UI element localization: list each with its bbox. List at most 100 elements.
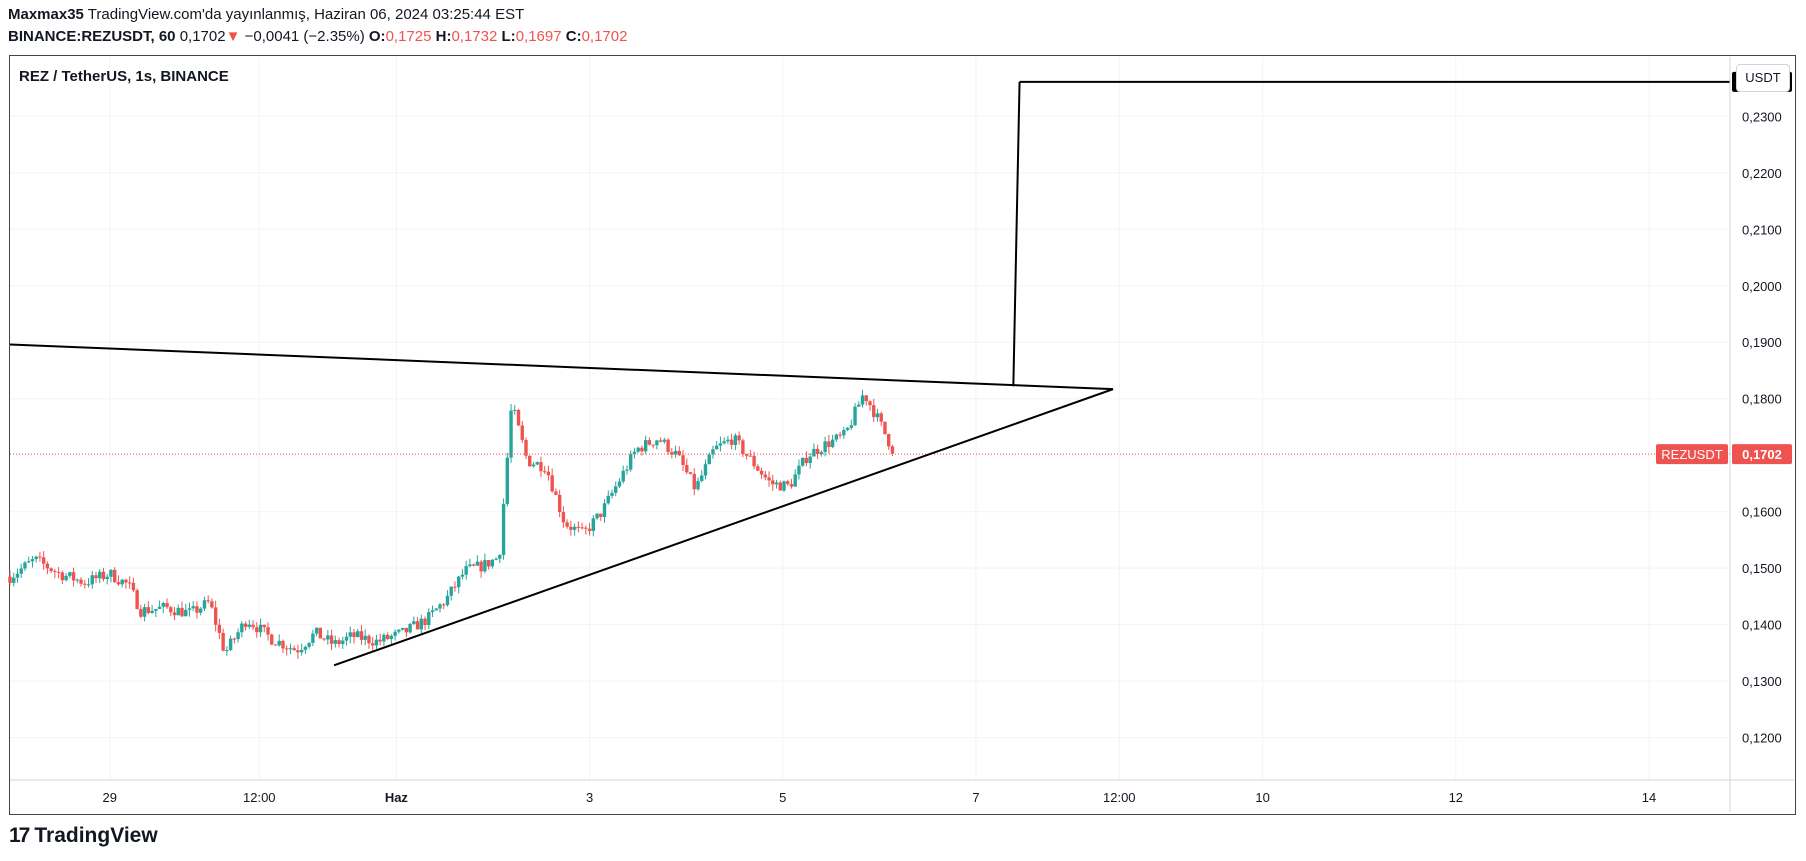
candle-body bbox=[808, 456, 812, 464]
candle-body bbox=[150, 610, 154, 613]
candle-body bbox=[382, 634, 386, 642]
tradingview-logo-icon: 17 bbox=[9, 824, 30, 847]
candle-body bbox=[184, 609, 188, 617]
candle-body bbox=[524, 439, 528, 456]
candle-body bbox=[501, 503, 506, 555]
candle-body bbox=[561, 512, 566, 523]
candle-body bbox=[385, 634, 390, 640]
candle-body bbox=[363, 635, 367, 640]
candle-body bbox=[535, 462, 539, 465]
candle-body bbox=[827, 441, 831, 448]
candle-body bbox=[445, 595, 450, 605]
time-tick-label: Haz bbox=[385, 790, 409, 805]
price-tick-label: 0,1400 bbox=[1742, 618, 1782, 633]
symbol-price-badge bbox=[1656, 444, 1728, 465]
candle-body bbox=[546, 471, 551, 476]
candle-body bbox=[232, 638, 237, 640]
trend-line-resistance bbox=[9, 343, 1114, 391]
candle-body bbox=[277, 640, 281, 646]
price-tick-label: 0,1200 bbox=[1742, 731, 1782, 746]
time-tick-label: 12:00 bbox=[1103, 790, 1136, 805]
candle-body bbox=[595, 513, 599, 519]
candle-body bbox=[251, 624, 255, 628]
author-name[interactable]: Maxmax35 bbox=[8, 6, 84, 23]
candle-body bbox=[101, 571, 106, 580]
open-label: O: bbox=[368, 28, 386, 45]
close-label: C: bbox=[565, 28, 582, 45]
candle-body bbox=[288, 648, 293, 650]
candle-body bbox=[60, 572, 65, 581]
high-value: 0,1732 bbox=[451, 28, 498, 45]
candle-body bbox=[628, 454, 633, 470]
candle-body bbox=[789, 484, 794, 487]
candle-body bbox=[240, 623, 244, 633]
candle-body bbox=[337, 640, 341, 645]
candle-body bbox=[243, 623, 248, 627]
candle-body bbox=[161, 603, 166, 607]
candle-body bbox=[505, 457, 510, 504]
candle-body bbox=[774, 482, 779, 485]
candle-body bbox=[105, 576, 109, 580]
candle-body bbox=[131, 582, 136, 591]
candle-body bbox=[124, 579, 128, 583]
time-tick-label: 10 bbox=[1255, 790, 1269, 805]
candle-body bbox=[389, 635, 394, 640]
currency-button[interactable]: USDT bbox=[1736, 64, 1790, 92]
candle-body bbox=[542, 471, 547, 473]
candle-body bbox=[651, 444, 655, 446]
candle-body bbox=[94, 575, 98, 579]
candle-body bbox=[845, 427, 850, 430]
candle-body bbox=[599, 513, 603, 517]
candle-body bbox=[127, 582, 132, 584]
candle-body bbox=[202, 600, 207, 609]
candle-body bbox=[591, 518, 596, 531]
candle-body bbox=[842, 429, 846, 436]
time-tick-label: 29 bbox=[102, 790, 116, 805]
candle-body bbox=[726, 439, 730, 442]
candle-body bbox=[468, 564, 472, 567]
candle-body bbox=[442, 604, 446, 606]
candle-body bbox=[812, 448, 816, 457]
candle-body bbox=[494, 558, 498, 560]
price-tick-label: 0,1500 bbox=[1742, 561, 1782, 576]
publish-date: TradingView.com'da yayınlanmış, Haziran … bbox=[87, 6, 525, 23]
last-price-badge-label: 0,1702 bbox=[1742, 447, 1782, 462]
candle-body bbox=[819, 452, 824, 454]
candle-body bbox=[860, 395, 865, 405]
price-tick-label: 0,1800 bbox=[1742, 392, 1782, 407]
candle-body bbox=[636, 447, 640, 452]
candle-body bbox=[329, 635, 334, 644]
candle-body bbox=[71, 572, 76, 581]
candle-body bbox=[53, 570, 57, 572]
candle-body bbox=[453, 586, 457, 588]
candle-body bbox=[79, 579, 83, 584]
candle-body bbox=[580, 527, 584, 529]
candle-body bbox=[266, 627, 270, 635]
candle-body bbox=[341, 640, 345, 645]
last-price: 0,1702 bbox=[179, 28, 226, 45]
candle-body bbox=[423, 618, 427, 626]
candle-body bbox=[419, 618, 424, 630]
trend-line-support bbox=[333, 388, 1114, 667]
candle-body bbox=[255, 627, 259, 633]
candle-body bbox=[681, 455, 685, 465]
candle-body bbox=[655, 440, 659, 446]
last-price-badge bbox=[1732, 444, 1792, 465]
candle-body bbox=[666, 439, 670, 453]
candle-body bbox=[576, 526, 581, 528]
tradingview-logo[interactable]: 17 TradingView bbox=[9, 824, 158, 848]
candle-body bbox=[528, 455, 532, 467]
candle-body bbox=[206, 600, 210, 602]
candle-body bbox=[475, 561, 480, 566]
candle-body bbox=[565, 522, 569, 527]
candle-body bbox=[86, 584, 91, 586]
candle-body bbox=[520, 425, 524, 440]
candle-body bbox=[640, 447, 644, 452]
candle-body bbox=[116, 582, 121, 585]
candle-body bbox=[281, 640, 285, 649]
candle-body bbox=[606, 495, 610, 504]
candle-body bbox=[741, 440, 745, 455]
candle-body bbox=[135, 590, 139, 610]
candle-body bbox=[228, 638, 233, 651]
